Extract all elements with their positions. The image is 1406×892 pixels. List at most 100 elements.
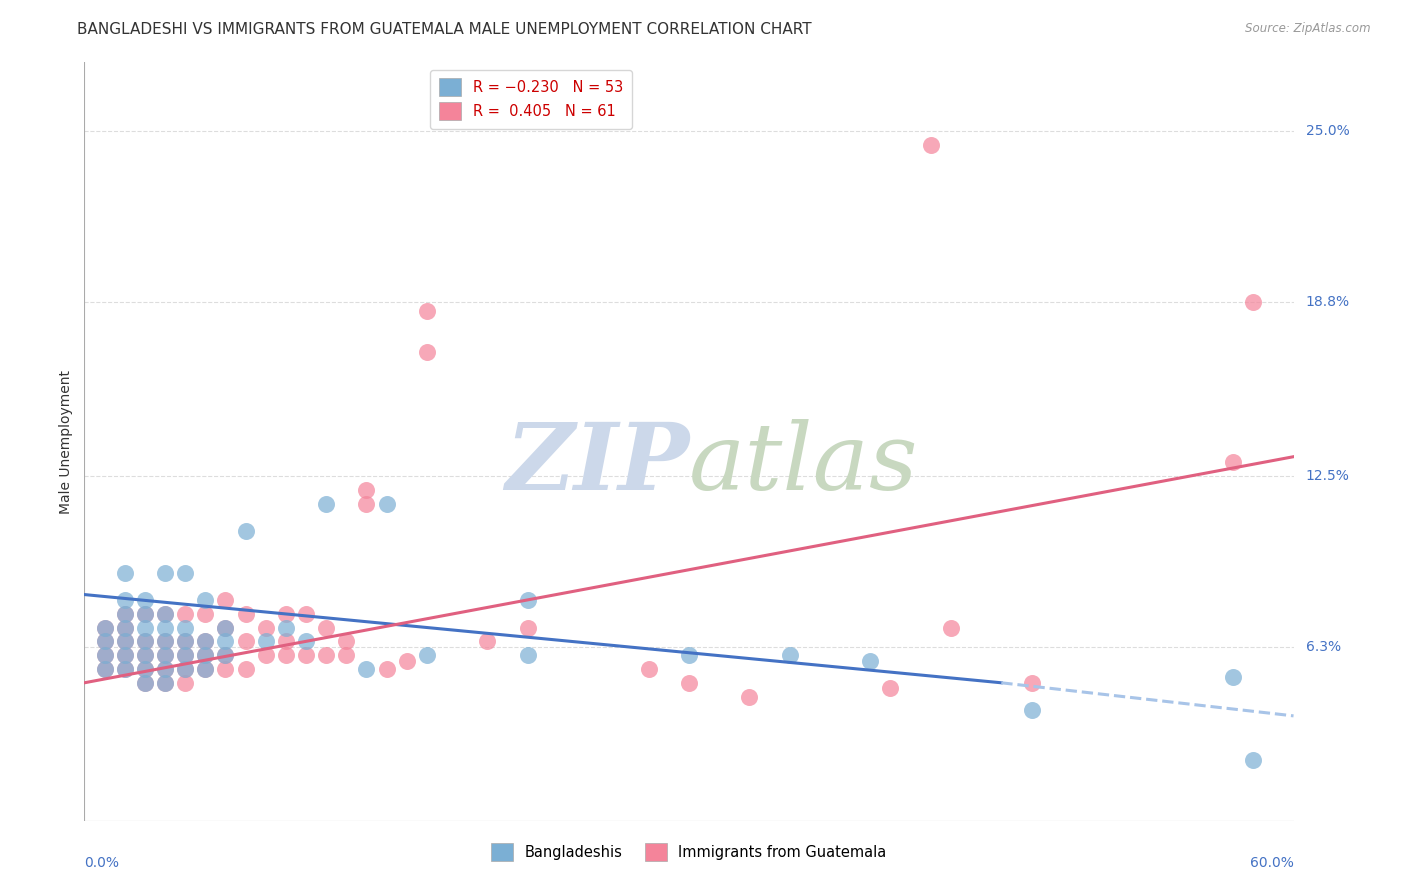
Point xyxy=(516,593,538,607)
Point xyxy=(114,648,136,663)
Text: Source: ZipAtlas.com: Source: ZipAtlas.com xyxy=(1246,22,1371,36)
Text: 25.0%: 25.0% xyxy=(1306,124,1350,138)
Text: 60.0%: 60.0% xyxy=(1250,856,1294,871)
Text: atlas: atlas xyxy=(689,419,918,509)
Point xyxy=(274,648,297,663)
Point xyxy=(315,497,337,511)
Point xyxy=(356,497,378,511)
Point xyxy=(134,607,156,621)
Point xyxy=(1021,703,1043,717)
Point xyxy=(395,654,418,668)
Point xyxy=(153,662,176,676)
Point xyxy=(134,621,156,635)
Point xyxy=(194,648,217,663)
Point xyxy=(134,662,156,676)
Point xyxy=(254,648,277,663)
Text: 6.3%: 6.3% xyxy=(1306,640,1341,654)
Point xyxy=(114,593,136,607)
Point xyxy=(295,634,318,648)
Point xyxy=(134,648,156,663)
Point xyxy=(356,483,378,497)
Point xyxy=(295,648,318,663)
Point xyxy=(174,675,197,690)
Point xyxy=(174,662,197,676)
Point xyxy=(93,621,115,635)
Point xyxy=(153,634,176,648)
Point xyxy=(153,607,176,621)
Point xyxy=(274,607,297,621)
Point xyxy=(779,648,801,663)
Point xyxy=(859,654,882,668)
Point xyxy=(254,634,277,648)
Point xyxy=(153,648,176,663)
Point xyxy=(194,634,217,648)
Point xyxy=(114,621,136,635)
Point xyxy=(134,607,156,621)
Point xyxy=(295,607,318,621)
Point xyxy=(174,607,197,621)
Point xyxy=(235,524,257,538)
Point xyxy=(93,621,115,635)
Point xyxy=(315,648,337,663)
Legend: Bangladeshis, Immigrants from Guatemala: Bangladeshis, Immigrants from Guatemala xyxy=(485,837,893,866)
Point xyxy=(153,621,176,635)
Point xyxy=(416,648,439,663)
Point xyxy=(174,634,197,648)
Point xyxy=(416,345,439,359)
Point xyxy=(1241,753,1264,767)
Point xyxy=(153,634,176,648)
Text: 12.5%: 12.5% xyxy=(1306,469,1350,483)
Text: 0.0%: 0.0% xyxy=(84,856,120,871)
Point xyxy=(93,648,115,663)
Point xyxy=(254,621,277,635)
Point xyxy=(214,662,236,676)
Point xyxy=(174,662,197,676)
Point xyxy=(214,621,236,635)
Y-axis label: Male Unemployment: Male Unemployment xyxy=(59,369,73,514)
Point xyxy=(153,566,176,580)
Point xyxy=(114,634,136,648)
Point xyxy=(375,662,398,676)
Point xyxy=(315,621,337,635)
Point xyxy=(153,675,176,690)
Point xyxy=(114,621,136,635)
Point xyxy=(114,662,136,676)
Text: BANGLADESHI VS IMMIGRANTS FROM GUATEMALA MALE UNEMPLOYMENT CORRELATION CHART: BANGLADESHI VS IMMIGRANTS FROM GUATEMALA… xyxy=(77,22,811,37)
Point xyxy=(235,662,257,676)
Point xyxy=(114,607,136,621)
Point xyxy=(174,648,197,663)
Point xyxy=(134,634,156,648)
Point xyxy=(939,621,962,635)
Point xyxy=(114,648,136,663)
Point xyxy=(114,634,136,648)
Point xyxy=(153,607,176,621)
Point xyxy=(134,662,156,676)
Point xyxy=(738,690,761,704)
Point xyxy=(93,648,115,663)
Point xyxy=(879,681,901,696)
Point xyxy=(194,607,217,621)
Point xyxy=(93,634,115,648)
Point xyxy=(174,566,197,580)
Point xyxy=(678,648,700,663)
Point xyxy=(235,607,257,621)
Point xyxy=(516,621,538,635)
Point xyxy=(194,648,217,663)
Point xyxy=(114,607,136,621)
Point xyxy=(134,675,156,690)
Point xyxy=(194,593,217,607)
Point xyxy=(134,593,156,607)
Point xyxy=(214,593,236,607)
Point xyxy=(153,648,176,663)
Point xyxy=(93,662,115,676)
Point xyxy=(1241,295,1264,310)
Point xyxy=(416,303,439,318)
Point xyxy=(356,662,378,676)
Point xyxy=(375,497,398,511)
Point xyxy=(214,634,236,648)
Point xyxy=(93,662,115,676)
Point xyxy=(678,675,700,690)
Point xyxy=(477,634,499,648)
Text: 18.8%: 18.8% xyxy=(1306,295,1350,310)
Point xyxy=(174,634,197,648)
